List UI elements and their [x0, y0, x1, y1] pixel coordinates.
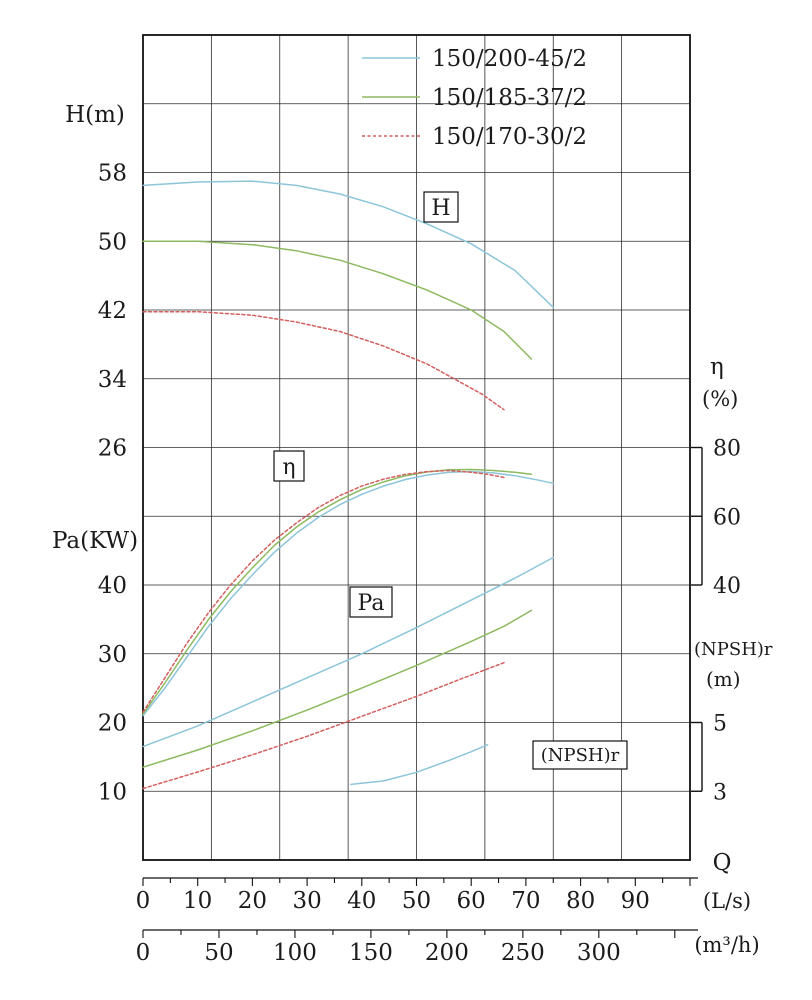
legend-item: 150/185-37/2: [362, 85, 587, 111]
curve-eta-150/170-30/2: [142, 469, 505, 713]
grid: [142, 34, 691, 861]
curve-H-150/200-45/2: [142, 180, 555, 309]
tick-label-m3h: 250: [501, 940, 545, 966]
axis-eta: η (%) 80 60 40: [691, 354, 741, 599]
tick-label-ls: 20: [238, 888, 267, 914]
curve-H-150/170-30/2: [142, 310, 505, 411]
axis-title-H: H(m): [65, 102, 125, 128]
annotation-box: [273, 450, 305, 482]
tick-label-npsh: 5: [713, 712, 727, 737]
annotation-box: [423, 191, 459, 223]
curve-Pa-150/185-37/2: [142, 609, 533, 768]
curves-Pa: [142, 556, 555, 790]
curve-Pa-150/200-45/2: [142, 556, 555, 748]
tick-label-ls: 10: [183, 888, 212, 914]
axis-title-npsh: (NPSH)r: [694, 639, 773, 660]
tick-label-Pa: 10: [98, 779, 127, 805]
tick-label-ls: 50: [402, 888, 431, 914]
annotation-box: [532, 740, 628, 770]
tick-label-m3h: 0: [136, 940, 151, 966]
tick-label-Pa: 40: [98, 573, 127, 599]
tick-label-eta: 80: [713, 437, 741, 462]
tick-label-m3h: 150: [349, 940, 393, 966]
curve-eta-150/185-37/2: [142, 468, 533, 715]
legend-label: 150/200-45/2: [432, 46, 587, 72]
axis-unit-npsh: (m): [706, 667, 741, 691]
annotation-η: η: [273, 450, 305, 482]
axis-unit-m3h: (m³/h): [694, 933, 759, 957]
plot-border: [142, 34, 691, 861]
legend-item: 150/200-45/2: [362, 46, 587, 72]
axis-npsh: (NPSH)r (m) 5 3: [691, 639, 773, 805]
annotation-H: H: [423, 191, 459, 223]
annotation-(NPSH)r: (NPSH)r: [532, 740, 628, 770]
tick-label-H: 50: [98, 229, 127, 255]
tick-label-H: 26: [98, 436, 127, 462]
axis-title-Pa: Pa(KW): [52, 528, 138, 554]
annotation-label: (NPSH)r: [541, 745, 620, 766]
curves-eta: [142, 468, 555, 717]
annotation-Pa: Pa: [349, 586, 393, 618]
tick-label-H: 34: [98, 367, 127, 393]
tick-label-H: 58: [98, 161, 127, 187]
tick-label-eta: 60: [713, 505, 741, 530]
tick-label-m3h: 100: [273, 940, 317, 966]
axis-title-Q: Q: [713, 850, 732, 876]
annotation-label: H: [431, 196, 450, 221]
tick-label-ls: 0: [136, 888, 151, 914]
tick-label-Pa: 30: [98, 642, 127, 668]
annotation-box: [349, 586, 393, 618]
tick-label-H: 42: [98, 298, 127, 324]
axis-unit-ls: (L/s): [703, 889, 751, 913]
legend-label: 150/170-30/2: [432, 124, 587, 150]
axis-unit-eta: (%): [702, 387, 738, 411]
tick-label-ls: 90: [621, 888, 650, 914]
tick-label-Pa: 20: [98, 711, 127, 737]
curve-eta-150/200-45/2: [142, 470, 555, 717]
annotation-label: Pa: [358, 591, 385, 616]
x-axis-ls: 0 10 20 30 40 50 60 70 80 90: [136, 877, 698, 914]
tick-label-ls: 80: [566, 888, 595, 914]
tick-label-m3h: 50: [204, 940, 233, 966]
tick-label-m3h: 200: [425, 940, 469, 966]
curve-NPSHr-150/200-45/2: [350, 744, 489, 786]
x-axis-m3h: 0 50 100 150 200 250 300: [136, 929, 698, 966]
legend: 150/200-45/2 150/185-37/2 150/170-30/2: [362, 46, 587, 150]
tick-label-ls: 40: [347, 888, 376, 914]
axis-title-eta: η: [710, 354, 724, 380]
annotation-label: η: [282, 455, 295, 480]
curve-H-150/185-37/2: [142, 240, 533, 360]
curves-H: [142, 180, 555, 411]
curves-NPSHr: [350, 744, 489, 786]
legend-label: 150/185-37/2: [432, 85, 587, 111]
tick-label-ls: 60: [457, 888, 486, 914]
curve-Pa-150/170-30/2: [142, 661, 505, 790]
tick-label-eta: 40: [713, 574, 741, 599]
tick-label-m3h: 300: [577, 940, 621, 966]
legend-item: 150/170-30/2: [362, 124, 587, 150]
tick-label-ls: 30: [292, 888, 321, 914]
tick-label-ls: 70: [511, 888, 540, 914]
tick-label-npsh: 3: [713, 780, 727, 805]
